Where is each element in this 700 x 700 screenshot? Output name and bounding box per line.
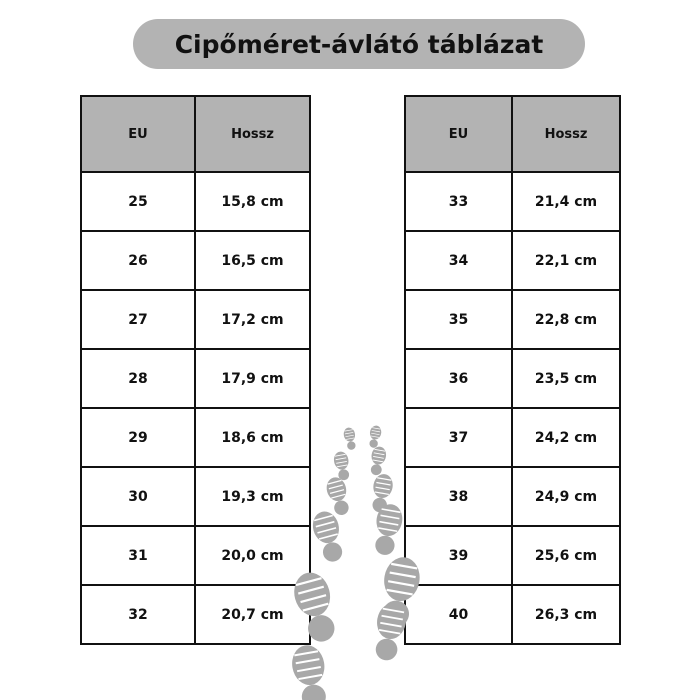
- foot-length: 20,7 cm: [194, 584, 311, 645]
- foot-length: 17,2 cm: [194, 289, 311, 350]
- eu-size: 28: [80, 348, 196, 409]
- table-row: 35 22,8 cm: [404, 289, 621, 350]
- table-row: 30 19,3 cm: [80, 466, 311, 527]
- eu-size: 33: [404, 171, 513, 232]
- size-table-left: EU Hossz 25 15,8 cm 26 16,5 cm 27 17,2 cm 28 17…: [80, 95, 311, 645]
- eu-size: 39: [404, 525, 513, 586]
- eu-size: 38: [404, 466, 513, 527]
- foot-length: 24,2 cm: [511, 407, 621, 468]
- table-row: 33 21,4 cm: [404, 171, 621, 232]
- foot-length: 24,9 cm: [511, 466, 621, 527]
- footprint-icon: [375, 504, 403, 555]
- eu-size: 35: [404, 289, 513, 350]
- eu-size: 40: [404, 584, 513, 645]
- table-row: 34 22,1 cm: [404, 230, 621, 291]
- page-title: Cipőméret-ávlátó táblázat: [133, 19, 585, 69]
- foot-length: 18,6 cm: [194, 407, 311, 468]
- eu-size: 36: [404, 348, 513, 409]
- footprint-icon: [294, 572, 335, 642]
- foot-length: 23,5 cm: [511, 348, 621, 409]
- table-header-row: EU Hossz: [404, 95, 621, 173]
- footprint-icon: [326, 477, 349, 515]
- eu-size: 30: [80, 466, 196, 527]
- foot-length: 20,0 cm: [194, 525, 311, 586]
- eu-size: 29: [80, 407, 196, 468]
- table-row: 37 24,2 cm: [404, 407, 621, 468]
- foot-length: 16,5 cm: [194, 230, 311, 291]
- eu-size: 25: [80, 171, 196, 232]
- foot-length: 15,8 cm: [194, 171, 311, 232]
- table-row: 38 24,9 cm: [404, 466, 621, 527]
- footprint-icon: [369, 425, 382, 448]
- footprint-icon: [312, 511, 343, 562]
- footprints-icon: [292, 425, 420, 700]
- table-row: 39 25,6 cm: [404, 525, 621, 586]
- foot-length: 22,1 cm: [511, 230, 621, 291]
- header-length: Hossz: [511, 95, 621, 173]
- table-row: 27 17,2 cm: [80, 289, 311, 350]
- table-row: 25 15,8 cm: [80, 171, 311, 232]
- table-row: 29 18,6 cm: [80, 407, 311, 468]
- header-eu: EU: [404, 95, 513, 173]
- eu-size: 26: [80, 230, 196, 291]
- table-row: 36 23,5 cm: [404, 348, 621, 409]
- table-header-row: EU Hossz: [80, 95, 311, 173]
- foot-length: 25,6 cm: [511, 525, 621, 586]
- footprint-icon: [343, 427, 356, 450]
- foot-length: 26,3 cm: [511, 584, 621, 645]
- table-row: 28 17,9 cm: [80, 348, 311, 409]
- footprint-icon: [292, 645, 326, 700]
- eu-size: 32: [80, 584, 196, 645]
- table-row: 40 26,3 cm: [404, 584, 621, 645]
- foot-length: 21,4 cm: [511, 171, 621, 232]
- table-row: 26 16,5 cm: [80, 230, 311, 291]
- size-table-right: EU Hossz 33 21,4 cm 34 22,1 cm 35 22,8 cm 36 23…: [404, 95, 621, 645]
- footprint-icon: [333, 451, 350, 481]
- header-length: Hossz: [194, 95, 311, 173]
- table-row: 31 20,0 cm: [80, 525, 311, 586]
- header-eu: EU: [80, 95, 196, 173]
- foot-length: 17,9 cm: [194, 348, 311, 409]
- foot-length: 22,8 cm: [511, 289, 621, 350]
- table-row: 32 20,7 cm: [80, 584, 311, 645]
- eu-size: 34: [404, 230, 513, 291]
- footprint-icon: [375, 603, 407, 661]
- foot-length: 19,3 cm: [194, 466, 311, 527]
- footprint-icon: [370, 446, 387, 476]
- eu-size: 27: [80, 289, 196, 350]
- eu-size: 37: [404, 407, 513, 468]
- eu-size: 31: [80, 525, 196, 586]
